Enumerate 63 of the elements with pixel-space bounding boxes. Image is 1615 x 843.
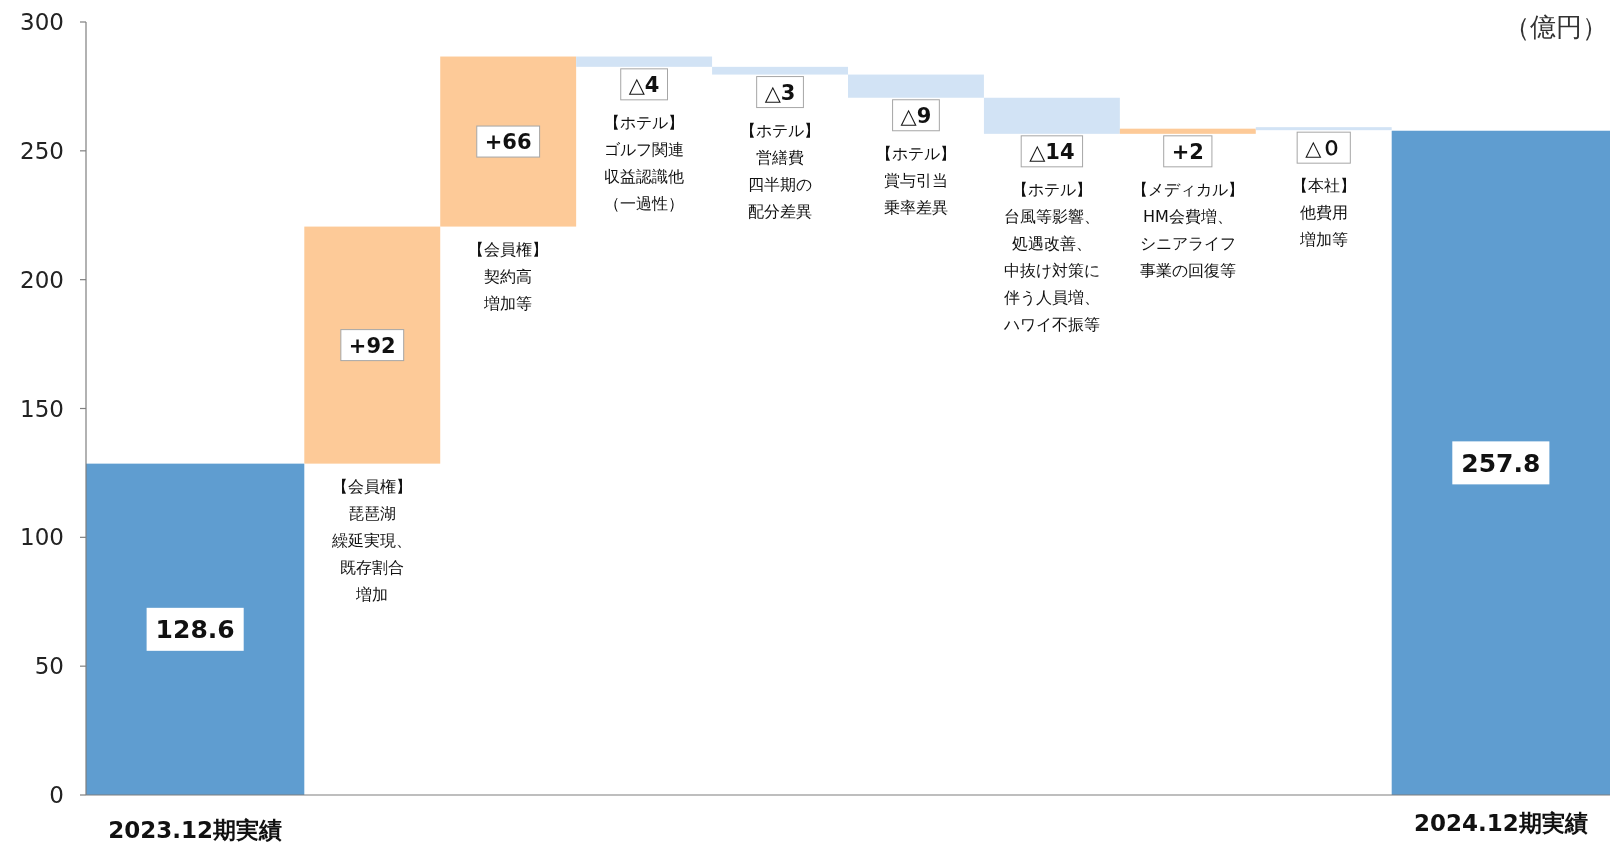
text: 処遇改善、 <box>1011 233 1092 253</box>
bar <box>848 74 984 98</box>
text: 収益認識他 <box>604 166 685 186</box>
data-label: △4 <box>628 72 660 97</box>
data-label: △０ <box>1305 136 1343 161</box>
data-label: 257.8 <box>1461 448 1541 478</box>
x-tick-label: 2024.12期実績 <box>1413 810 1588 836</box>
text: 既存割合 <box>340 557 405 577</box>
text: 【ホテル】 <box>740 120 821 140</box>
text: 事業の回復等 <box>1139 260 1236 280</box>
y-tick-label: 0 <box>49 782 64 808</box>
text: 【メディカル】 <box>1131 179 1244 199</box>
text: 琵琶湖 <box>348 503 397 523</box>
value-label: +66 <box>476 125 541 158</box>
data-label: 128.6 <box>155 615 235 645</box>
y-tick-label: 300 <box>20 9 64 35</box>
value-label: 257.8 <box>1452 441 1550 485</box>
text: シニアライフ <box>1139 233 1236 253</box>
value-label: △9 <box>892 99 940 132</box>
value-label: +92 <box>340 329 405 362</box>
bar <box>712 66 848 75</box>
text: HM会費増、 <box>1142 206 1233 226</box>
text: 増加 <box>356 584 389 604</box>
note: 【ホテル】 賞与引当 乗率差異 <box>875 143 956 217</box>
y-tick-label: 50 <box>34 653 64 680</box>
data-label: △9 <box>900 103 932 128</box>
text: 配分差異 <box>748 201 813 221</box>
data-label: △14 <box>1029 139 1075 164</box>
text: （一過性） <box>604 193 685 213</box>
text: 台風等影響、 <box>1003 206 1100 226</box>
note: 【本社】 他費用 増加等 <box>1291 176 1356 250</box>
text: ゴルフ関連 <box>604 139 685 159</box>
data-label: +2 <box>1171 139 1204 164</box>
value-label: △3 <box>756 76 804 109</box>
x-tick-label: 2023.12期実績 <box>108 817 283 843</box>
value-label: 128.6 <box>146 607 244 651</box>
data-label: +66 <box>484 130 532 155</box>
text: ハワイ不振等 <box>1003 314 1100 334</box>
y-tick-label: 250 <box>20 137 64 164</box>
text: 【ホテル】 <box>604 112 685 132</box>
text: 営繕費 <box>756 147 805 167</box>
value-label: △０ <box>1296 131 1351 164</box>
y-tick-label: 100 <box>20 524 64 551</box>
bar <box>440 56 577 227</box>
text: 繰延実現、 <box>332 530 413 550</box>
bar <box>983 97 1120 134</box>
bar <box>304 226 441 464</box>
text: 四半期の <box>748 174 813 194</box>
text: 【会員権】 <box>332 476 413 496</box>
y-tick-label: 200 <box>20 266 64 293</box>
y-axis-title: （億円） <box>1504 12 1608 42</box>
y-tick-label: 150 <box>20 395 64 422</box>
data-label: +92 <box>348 333 396 358</box>
bar <box>1119 128 1256 134</box>
value-label: +2 <box>1163 135 1213 168</box>
data-label: △3 <box>764 80 796 105</box>
text: 【ホテル】 <box>1011 179 1092 199</box>
value-label: △4 <box>620 68 668 101</box>
note: 【会員権】 契約高 増加等 <box>468 239 549 313</box>
bar <box>576 56 713 67</box>
text: 伴う人員増、 <box>1003 287 1100 307</box>
value-label: △14 <box>1020 135 1084 168</box>
text: 中抜け対策に <box>1003 260 1100 280</box>
